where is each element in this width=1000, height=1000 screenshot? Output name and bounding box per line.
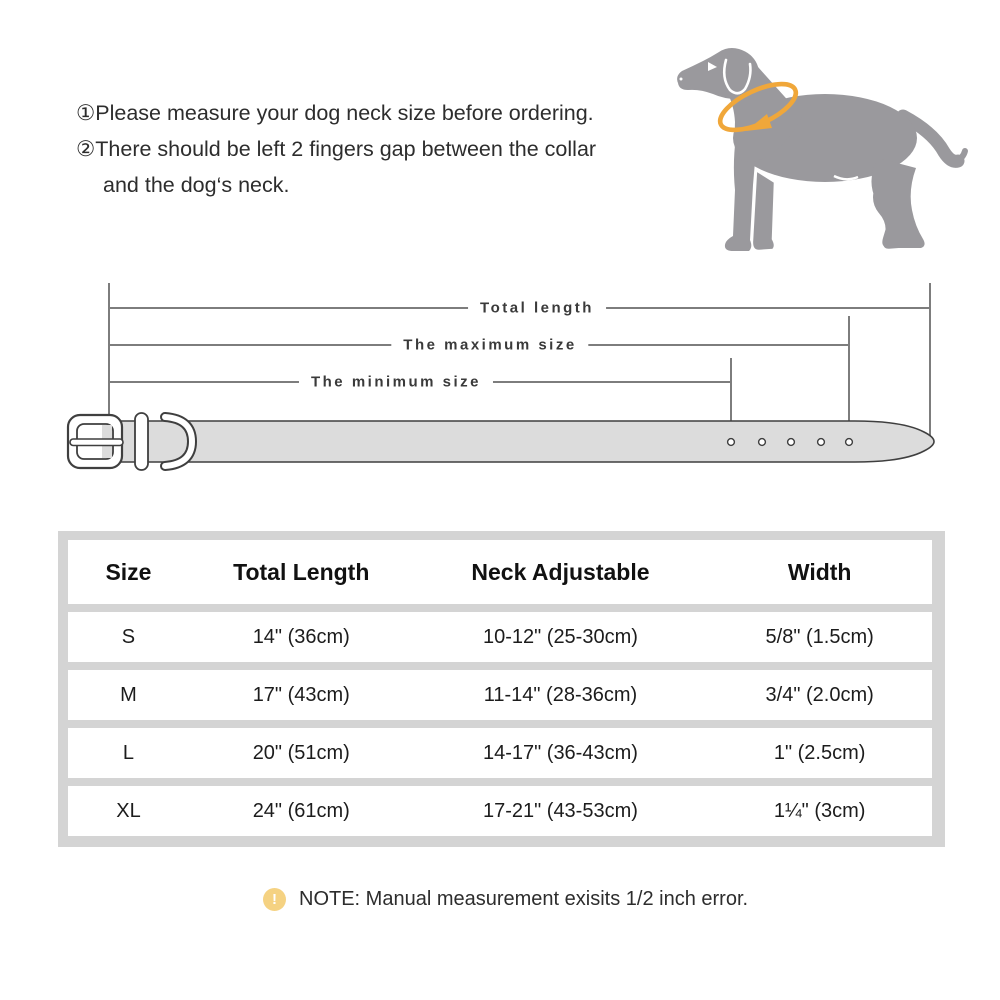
maximum-size-tick bbox=[848, 316, 850, 438]
collar-hole bbox=[726, 437, 736, 447]
cell-width: 1¼" (3cm) bbox=[773, 799, 866, 822]
left-extension-line bbox=[108, 283, 110, 414]
cell-width: 1" (2.5cm) bbox=[773, 741, 866, 764]
header-width: Width bbox=[787, 558, 852, 585]
collar-buckle-prong bbox=[69, 438, 124, 447]
minimum-size-tick bbox=[730, 358, 732, 438]
cell-neck-adjustable: 11-14" (28-36cm) bbox=[483, 683, 638, 706]
total-length-label: Total length bbox=[468, 299, 606, 317]
collar-hole bbox=[816, 437, 826, 447]
collar-hole bbox=[844, 437, 854, 447]
dog-illustration bbox=[677, 48, 968, 253]
cell-width: 3/4" (2.0cm) bbox=[765, 683, 874, 706]
cell-total-length: 17" (43cm) bbox=[252, 683, 350, 706]
total-length-right-tick bbox=[929, 283, 931, 437]
collar-hole bbox=[786, 437, 796, 447]
instructions: ①Please measure your dog neck size befor… bbox=[76, 95, 600, 203]
cell-neck-adjustable: 14-17" (36-43cm) bbox=[482, 741, 638, 764]
minimum-size-label: The minimum size bbox=[298, 373, 494, 391]
note: ! NOTE: Manual measurement exisits 1/2 i… bbox=[263, 888, 748, 911]
cell-width: 5/8" (1.5cm) bbox=[765, 625, 874, 648]
size-table-header-row: Size Total Length Neck Adjustable Width bbox=[68, 540, 932, 604]
cell-size: M bbox=[120, 683, 137, 706]
dog-nose-highlight bbox=[679, 77, 683, 81]
header-size: Size bbox=[105, 558, 152, 585]
cell-size: S bbox=[121, 625, 136, 648]
size-table: Size Total Length Neck Adjustable Width … bbox=[58, 531, 945, 847]
measure-arrowhead-icon bbox=[746, 114, 772, 131]
dog-head bbox=[677, 48, 760, 99]
dog-ear-outline bbox=[722, 58, 752, 95]
table-row: S 14" (36cm) 10-12" (25-30cm) 5/8" (1.5c… bbox=[68, 612, 932, 662]
cell-total-length: 24" (61cm) bbox=[252, 799, 350, 822]
cell-neck-adjustable: 10-12" (25-30cm) bbox=[482, 625, 638, 648]
maximum-size-label: The maximum size bbox=[391, 336, 589, 354]
collar-strap bbox=[99, 420, 935, 463]
collar-illustration bbox=[66, 412, 935, 471]
instruction-1: ①Please measure your dog neck size befor… bbox=[76, 101, 594, 125]
instruction-2: ②There should be left 2 fingers gap betw… bbox=[76, 137, 597, 197]
collar-keeper bbox=[134, 412, 149, 471]
table-row: L 20" (51cm) 14-17" (36-43cm) 1" (2.5cm) bbox=[68, 728, 932, 778]
dog-belly-detail bbox=[833, 174, 859, 181]
header-neck-adjustable: Neck Adjustable bbox=[471, 558, 650, 585]
table-row: XL 24" (61cm) 17-21" (43-53cm) 1¼" (3cm) bbox=[68, 786, 932, 836]
cell-total-length: 20" (51cm) bbox=[252, 741, 350, 764]
collar-hole bbox=[757, 437, 767, 447]
note-text: NOTE: Manual measurement exisits 1/2 inc… bbox=[299, 888, 749, 910]
dog-far-front-leg bbox=[750, 167, 777, 253]
table-row: M 17" (43cm) 11-14" (28-36cm) 3/4" (2.0c… bbox=[68, 670, 932, 720]
cell-neck-adjustable: 17-21" (43-53cm) bbox=[482, 799, 638, 822]
cell-size: L bbox=[122, 741, 135, 764]
cell-size: XL bbox=[116, 799, 141, 822]
dog-eye bbox=[708, 62, 717, 71]
header-total-length: Total Length bbox=[233, 558, 370, 585]
dog-near-rear-leg bbox=[871, 158, 925, 248]
exclamation-icon: ! bbox=[263, 888, 286, 911]
cell-total-length: 14" (36cm) bbox=[252, 625, 350, 648]
